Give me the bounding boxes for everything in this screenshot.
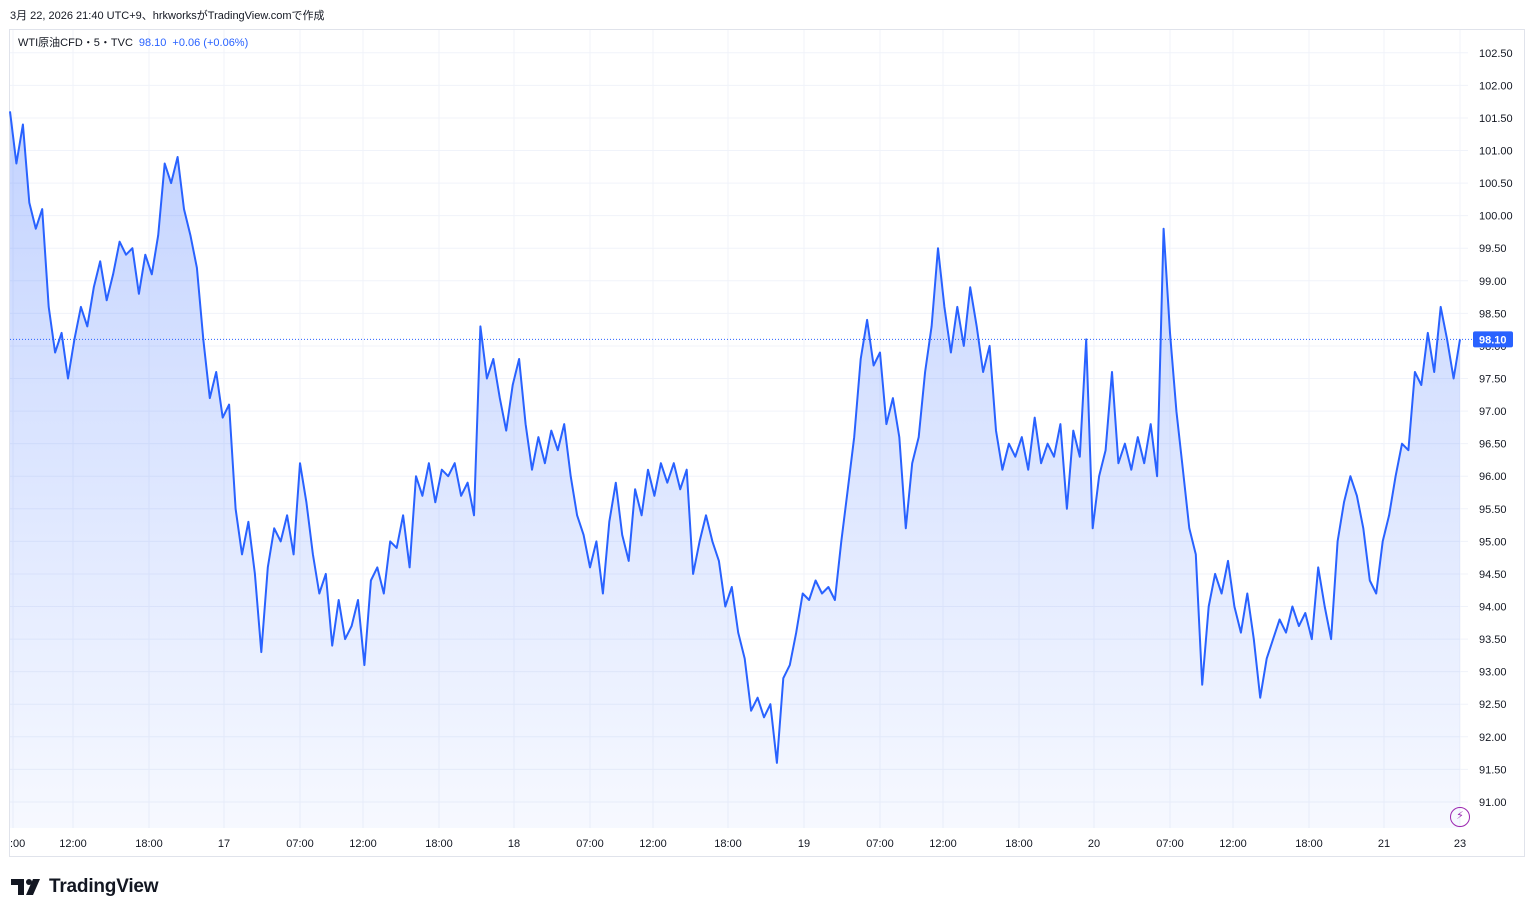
legend-symbol: WTI原油CFD・5・TVC (18, 37, 133, 49)
price-line (9, 111, 1461, 764)
x-tick-label: 19 (798, 838, 810, 850)
x-tick-label: 20 (1088, 838, 1100, 850)
y-tick-label: 101.50 (1479, 113, 1513, 125)
y-tick-label: 101.00 (1479, 146, 1513, 158)
y-tick-label: 95.50 (1479, 504, 1507, 516)
y-tick-label: 97.50 (1479, 374, 1507, 386)
last-price-tag: 98.10 (1473, 331, 1513, 348)
y-tick-label: 98.50 (1479, 308, 1507, 320)
x-tick-label: 21 (1378, 838, 1390, 850)
y-tick-label: 99.00 (1479, 276, 1507, 288)
chart-frame (9, 29, 1525, 857)
x-tick-label: 07:00 (866, 838, 894, 850)
y-tick-label: 93.50 (1479, 634, 1507, 646)
y-tick-label: 92.00 (1479, 732, 1507, 744)
y-tick-label: 96.00 (1479, 471, 1507, 483)
x-axis[interactable]: :00 12:00 18:00 17 07:00 12:00 18:00 18 07:00 12:… (10, 838, 1466, 850)
x-tick-label: :00 (10, 838, 25, 850)
y-tick-label: 94.50 (1479, 569, 1507, 581)
tradingview-logo[interactable]: TradingView (11, 876, 159, 898)
x-tick-label: 18 (508, 838, 520, 850)
x-tick-label: 07:00 (286, 838, 314, 850)
x-tick-label: 18:00 (135, 838, 163, 850)
y-tick-label: 100.50 (1479, 178, 1513, 190)
y-tick-label: 96.50 (1479, 439, 1507, 451)
x-tick-label: 12:00 (349, 838, 377, 850)
tv-logo-icon (11, 879, 40, 895)
x-tick-label: 17 (218, 838, 230, 850)
x-tick-label: 23 (1454, 838, 1466, 850)
legend-change: +0.06 (+0.06%) (172, 37, 249, 49)
y-axis[interactable]: 102.50 102.00 101.50 101.00 100.50 100.00 99.5… (1479, 48, 1513, 809)
x-tick-label: 07:00 (1156, 838, 1184, 850)
y-tick-label: 94.00 (1479, 602, 1507, 614)
x-tick-label: 18:00 (714, 838, 742, 850)
y-tick-label: 102.00 (1479, 80, 1513, 92)
series-legend[interactable]: WTI原油CFD・5・TVC 98.10 +0.06 (+0.06%) (18, 34, 248, 50)
x-tick-label: 18:00 (1005, 838, 1033, 850)
logo-text: TradingView (49, 876, 159, 897)
legend-last: 98.10 (138, 37, 167, 49)
y-tick-label: 93.00 (1479, 667, 1507, 679)
x-tick-label: 12:00 (1219, 838, 1247, 850)
y-tick-label: 102.50 (1479, 48, 1513, 60)
y-tick-label: 100.00 (1479, 211, 1513, 223)
y-tick-label: 92.50 (1479, 699, 1507, 711)
price-area-fill (10, 111, 1460, 828)
x-tick-label: 07:00 (576, 838, 604, 850)
x-tick-label: 18:00 (425, 838, 453, 850)
chart-caption: 3月 22, 2026 21:40 UTC+9、hrkworksがTrading… (10, 10, 325, 22)
x-tick-label: 12:00 (929, 838, 957, 850)
y-tick-label: 91.00 (1479, 797, 1507, 809)
y-tick-label: 91.50 (1479, 764, 1507, 776)
lightning-icon[interactable]: ⚡ (1450, 807, 1470, 827)
last-price-label: 98.10 (1479, 334, 1507, 346)
x-tick-label: 12:00 (59, 838, 87, 850)
y-tick-label: 97.00 (1479, 406, 1507, 418)
x-tick-label: 12:00 (639, 838, 667, 850)
y-tick-label: 95.00 (1479, 536, 1507, 548)
x-tick-label: 18:00 (1295, 838, 1323, 850)
y-tick-label: 99.50 (1479, 243, 1507, 255)
